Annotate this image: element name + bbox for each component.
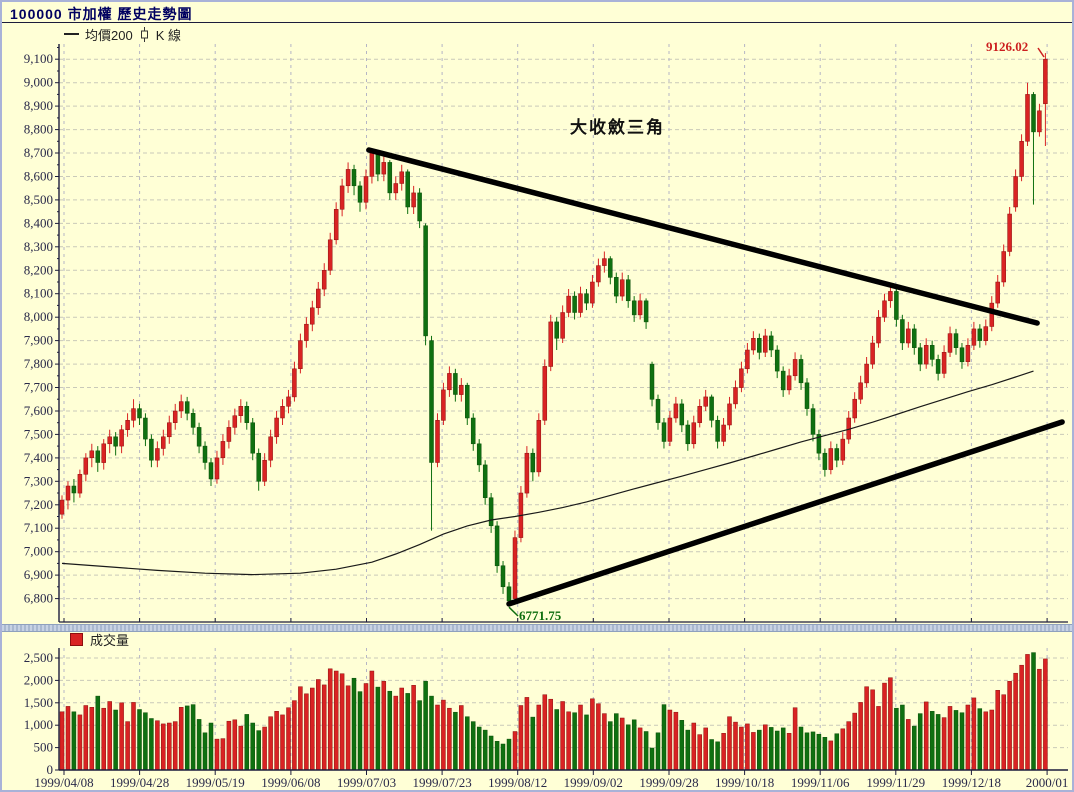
- volume-legend-label: 成交量: [90, 633, 130, 648]
- svg-text:7,400: 7,400: [24, 450, 53, 465]
- svg-text:1999/10/18: 1999/10/18: [715, 775, 774, 790]
- svg-text:8,700: 8,700: [24, 145, 53, 160]
- svg-text:1999/04/08: 1999/04/08: [34, 775, 93, 790]
- page-title: 100000 市加權 歷史走勢圖: [10, 6, 193, 22]
- svg-text:1999/09/02: 1999/09/02: [564, 775, 623, 790]
- svg-text:8,800: 8,800: [24, 122, 53, 137]
- svg-text:1999/11/06: 1999/11/06: [791, 775, 850, 790]
- svg-text:7,500: 7,500: [24, 426, 53, 441]
- svg-text:2,000: 2,000: [24, 672, 53, 687]
- svg-text:1999/06/08: 1999/06/08: [261, 775, 320, 790]
- volume-bar-icon: [70, 633, 83, 646]
- svg-text:7,600: 7,600: [24, 403, 53, 418]
- title-bar: 100000 市加權 歷史走勢圖: [2, 2, 1072, 23]
- svg-text:1999/07/23: 1999/07/23: [412, 775, 471, 790]
- svg-text:8,000: 8,000: [24, 309, 53, 324]
- svg-text:7,300: 7,300: [24, 473, 53, 488]
- svg-text:0: 0: [47, 762, 54, 777]
- svg-text:1999/04/28: 1999/04/28: [110, 775, 169, 790]
- svg-text:6,800: 6,800: [24, 591, 53, 606]
- low-price-label: 6771.75: [519, 608, 562, 623]
- ma-line-icon: [64, 33, 79, 35]
- svg-text:8,500: 8,500: [24, 192, 53, 207]
- svg-text:2,500: 2,500: [24, 650, 53, 665]
- kline-legend-label: K 線: [155, 27, 181, 43]
- svg-text:1999/11/29: 1999/11/29: [866, 775, 925, 790]
- svg-text:8,900: 8,900: [24, 98, 53, 113]
- svg-text:7,900: 7,900: [24, 333, 53, 348]
- svg-text:9,100: 9,100: [24, 51, 53, 66]
- svg-text:1999/09/28: 1999/09/28: [639, 775, 698, 790]
- triangle-annotation: 大收斂三角: [570, 118, 665, 137]
- svg-text:1999/12/18: 1999/12/18: [942, 775, 1001, 790]
- svg-text:8,200: 8,200: [24, 262, 53, 277]
- svg-text:7,000: 7,000: [24, 544, 53, 559]
- svg-text:1999/08/12: 1999/08/12: [488, 775, 547, 790]
- svg-text:8,100: 8,100: [24, 286, 53, 301]
- svg-text:9,000: 9,000: [24, 75, 53, 90]
- ma-legend-label: 均價200: [85, 27, 133, 43]
- kline-icon: [140, 26, 148, 42]
- svg-text:8,400: 8,400: [24, 215, 53, 230]
- svg-text:8,600: 8,600: [24, 169, 53, 184]
- svg-text:7,100: 7,100: [24, 520, 53, 535]
- main-chart-legend: 均價200 K 線: [64, 26, 181, 43]
- high-price-label: 9126.02: [986, 39, 1029, 54]
- svg-text:500: 500: [34, 740, 54, 755]
- svg-text:2000/01: 2000/01: [1026, 775, 1069, 790]
- svg-text:6,900: 6,900: [24, 567, 53, 582]
- svg-text:7,700: 7,700: [24, 380, 53, 395]
- svg-text:7,800: 7,800: [24, 356, 53, 371]
- svg-text:8,300: 8,300: [24, 239, 53, 254]
- svg-text:1999/07/03: 1999/07/03: [337, 775, 396, 790]
- volume-legend: 成交量: [70, 632, 130, 648]
- svg-text:7,200: 7,200: [24, 497, 53, 512]
- svg-text:1999/05/19: 1999/05/19: [186, 775, 245, 790]
- panel-divider: [2, 624, 1072, 632]
- svg-text:1,000: 1,000: [24, 717, 53, 732]
- svg-text:1,500: 1,500: [24, 695, 53, 710]
